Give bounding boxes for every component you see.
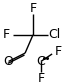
Text: F: F [3, 28, 10, 41]
Text: F: F [29, 2, 37, 15]
Text: F: F [37, 72, 44, 83]
Text: C: C [37, 55, 45, 68]
Text: Cl: Cl [48, 28, 60, 41]
Text: F: F [55, 45, 62, 58]
Text: O: O [4, 55, 14, 68]
